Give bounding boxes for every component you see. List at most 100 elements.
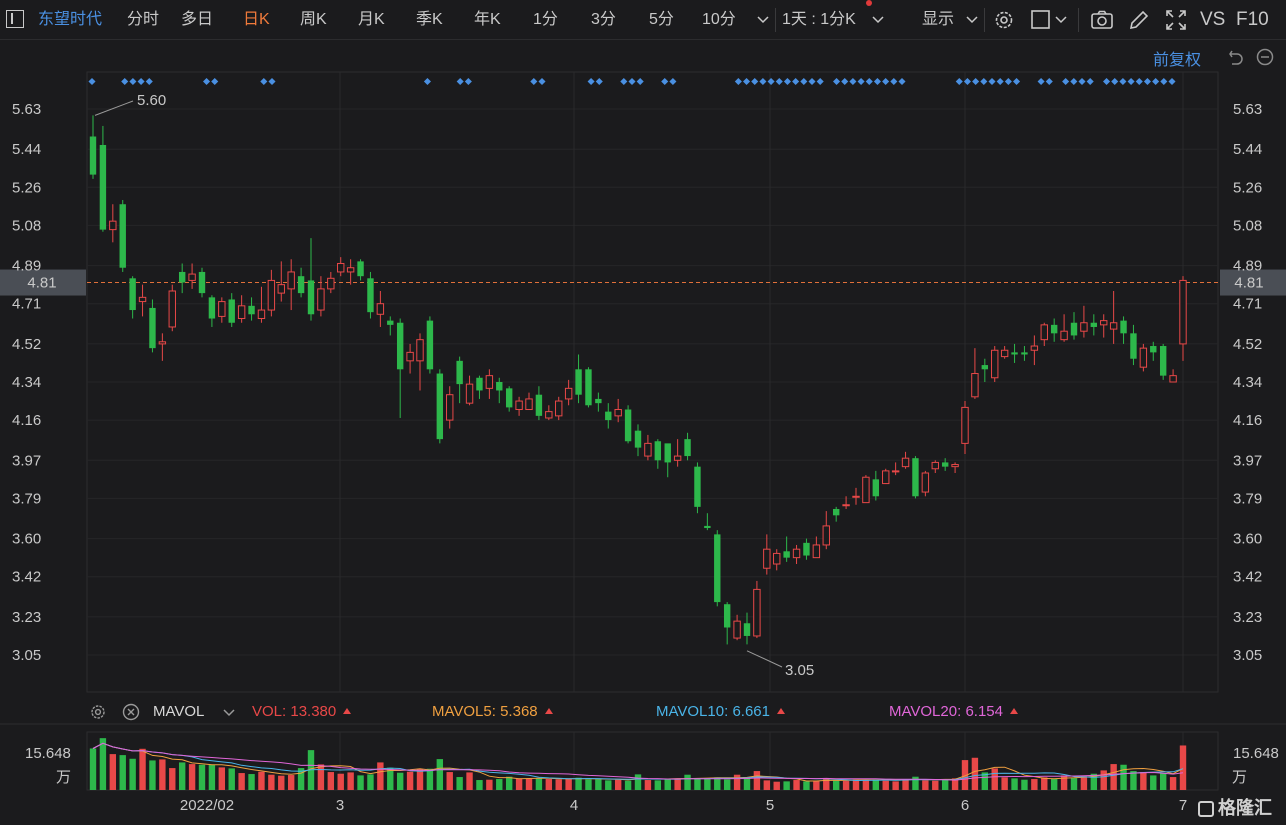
indicator-name[interactable]: MAVOL [153,703,205,720]
volume-ma-lines [92,742,1184,782]
candle-body [1150,346,1157,353]
volume-bar [753,771,761,790]
candle-body [357,261,364,277]
volume-bar [565,778,572,790]
volume-bar [476,780,483,790]
volume-bar [149,760,156,790]
zoom-out-icon[interactable] [1256,48,1274,66]
tab-week-k[interactable]: 周K [300,11,327,28]
chevron-down-icon[interactable] [872,15,884,25]
candle [357,259,364,281]
volume-bar [704,778,711,790]
tab-10min[interactable]: 10分 [702,11,736,28]
square-icon[interactable] [1030,8,1054,32]
candle [515,396,523,416]
candle [1109,291,1118,344]
tab-1min[interactable]: 1分 [533,11,558,28]
candle-body [436,373,444,440]
tab-day-k[interactable]: 日K [243,11,270,28]
candle-body [237,305,246,320]
tab-quarter-k[interactable]: 季K [416,11,443,28]
pencil-icon[interactable] [1127,8,1151,32]
close-icon[interactable] [122,703,140,721]
candle-body [704,525,711,529]
date-label: 4 [570,797,578,814]
candle-body [109,220,117,231]
vs-button[interactable]: VS [1200,9,1226,30]
volume-bar [783,781,790,790]
signal-dot [1037,77,1045,86]
candle-body [981,365,989,370]
tab-year-k[interactable]: 年K [474,11,501,28]
tab-3min[interactable]: 3分 [591,11,616,28]
volume-bar [218,767,226,790]
chevron-down-icon[interactable] [757,15,769,25]
undo-icon[interactable] [1227,48,1245,66]
candle-body [346,267,355,273]
candle [555,396,563,421]
signal-dot [980,77,988,86]
candle [426,316,434,374]
adjust-mode-button[interactable]: 前复权 [1153,52,1202,69]
gear-icon[interactable] [89,703,107,721]
candle-body [1120,320,1127,334]
fullscreen-icon[interactable] [1164,8,1188,32]
tab-fenshi[interactable]: 分时 [127,11,160,28]
signal-dot [996,77,1004,86]
display-menu[interactable]: 显示 [922,11,955,28]
volume-bar [327,772,335,790]
period-select[interactable]: 1天 : 1分K [782,11,856,28]
volume-bar [941,780,949,790]
volume-bar [714,777,721,790]
candle [704,513,711,531]
signal-dot [1045,77,1053,86]
tab-multi-day[interactable]: 多日 [181,11,214,28]
chevron-down-icon[interactable] [223,708,235,718]
volume-bar [1169,777,1177,790]
volume-bar [1130,771,1137,790]
candle-body [832,508,840,516]
volume-bar [337,773,344,790]
divider [1078,8,1079,32]
volume-bar [406,771,414,790]
signal-dot [1013,77,1021,86]
camera-icon[interactable] [1090,8,1114,32]
low-label: 3.05 [785,662,814,679]
chevron-down-icon[interactable] [966,15,978,25]
stock-name[interactable]: 东望时代 [38,11,103,28]
gear-icon[interactable] [992,8,1016,32]
candle-body [1100,320,1108,326]
price-tick-left: 4.52 [12,336,41,353]
sidebar-toggle-icon[interactable] [6,10,24,28]
candle [743,612,751,645]
candle-body [961,406,969,444]
chevron-down-icon[interactable] [1055,15,1067,25]
candle [1169,369,1177,383]
signal-dot [1119,77,1127,86]
volume-bar [1011,778,1018,790]
candle-body [287,271,295,290]
candle [446,386,454,429]
signal-dot [423,77,431,86]
candle [416,333,424,391]
candle-body [773,552,781,565]
signal-dot [1103,77,1111,86]
volume-bar [347,772,354,790]
price-tick-right: 3.97 [1233,452,1262,469]
candle [317,276,325,317]
candle [337,257,345,277]
candle-body [376,303,385,315]
candle [624,405,632,444]
tab-5min[interactable]: 5分 [649,11,674,28]
candle-body [446,394,454,421]
candle [803,538,810,560]
candle [129,276,136,319]
tab-month-k[interactable]: 月K [358,11,385,28]
f10-button[interactable]: F10 [1236,9,1269,30]
volume-bar [793,780,800,790]
candle [99,125,107,232]
volume-bar [575,777,582,790]
candle [1100,314,1108,338]
candle-body [178,271,186,283]
